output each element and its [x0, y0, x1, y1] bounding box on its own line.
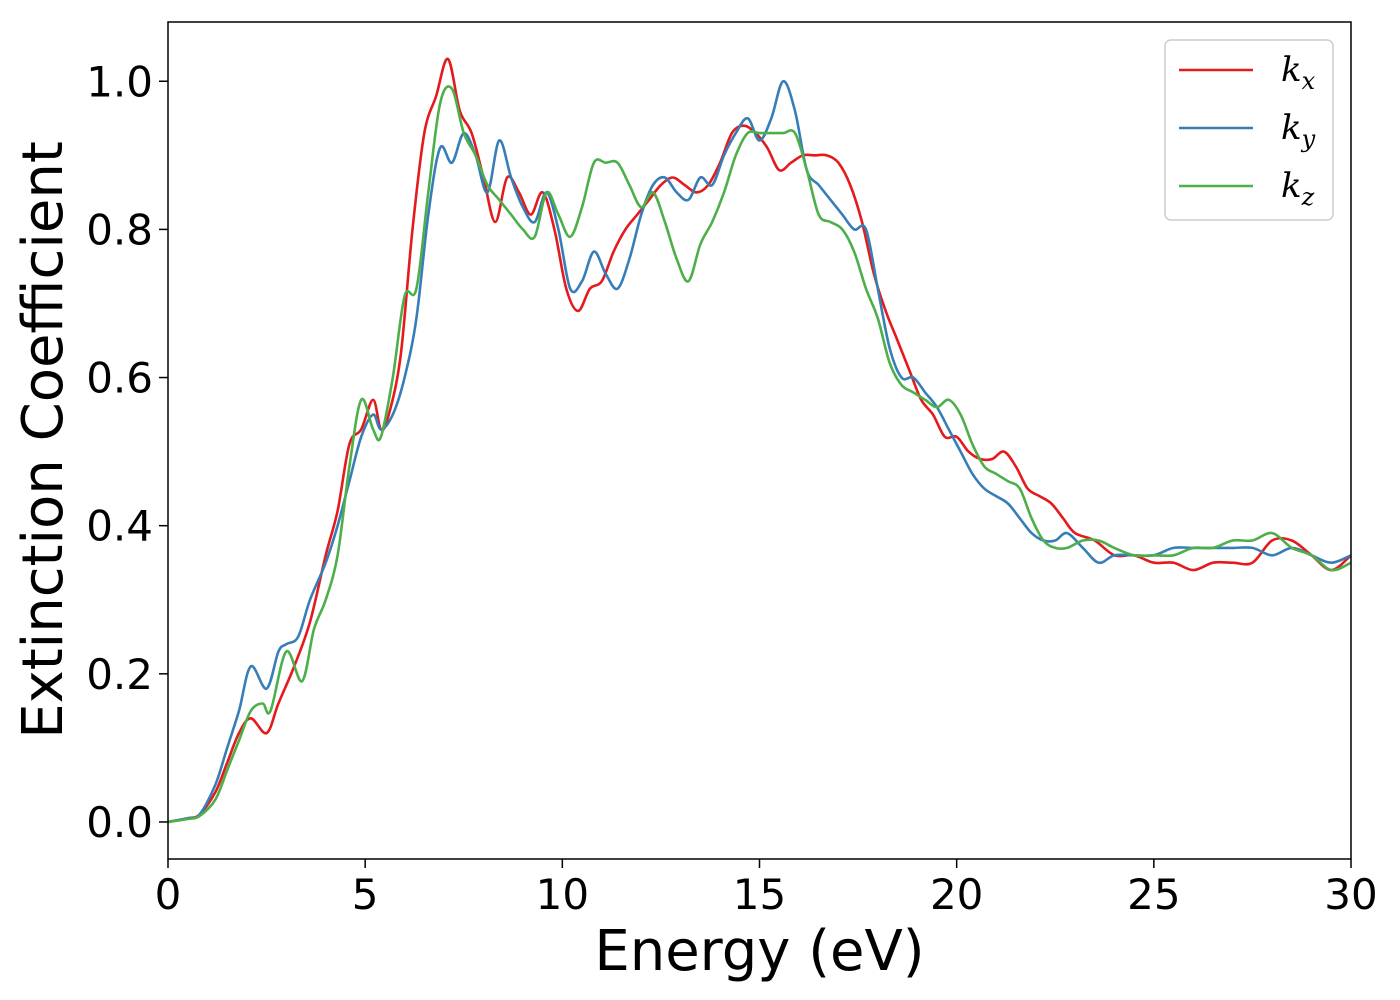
- y-tick-label: 0.6: [86, 354, 153, 403]
- y-tick-label: 0.4: [86, 502, 153, 551]
- x-tick-label: 25: [1127, 870, 1180, 919]
- y-tick-label: 1.0: [86, 57, 153, 106]
- series-line-y: [167, 80, 1352, 824]
- x-tick-label: 10: [536, 870, 589, 919]
- series-line-z: [167, 85, 1352, 824]
- x-axis: 0 5 10 15 20 25 30: [155, 859, 1378, 919]
- x-tick-label: 30: [1324, 870, 1377, 919]
- y-axis: 0.0 0.2 0.4 0.6 0.8 1.0: [86, 57, 168, 847]
- x-tick-label: 15: [733, 870, 786, 919]
- y-tick-label: 0.8: [86, 205, 153, 254]
- x-tick-label: 5: [352, 870, 379, 919]
- x-axis-label: Energy (eV): [594, 919, 924, 984]
- y-tick-label: 0.0: [86, 798, 153, 847]
- y-axis-label: Extinction Coefficient: [11, 141, 76, 739]
- series-layer: [167, 57, 1352, 824]
- x-tick-label: 0: [155, 870, 182, 919]
- y-tick-label: 0.2: [86, 650, 153, 699]
- x-tick-label: 20: [930, 870, 983, 919]
- legend-box: [1164, 39, 1334, 221]
